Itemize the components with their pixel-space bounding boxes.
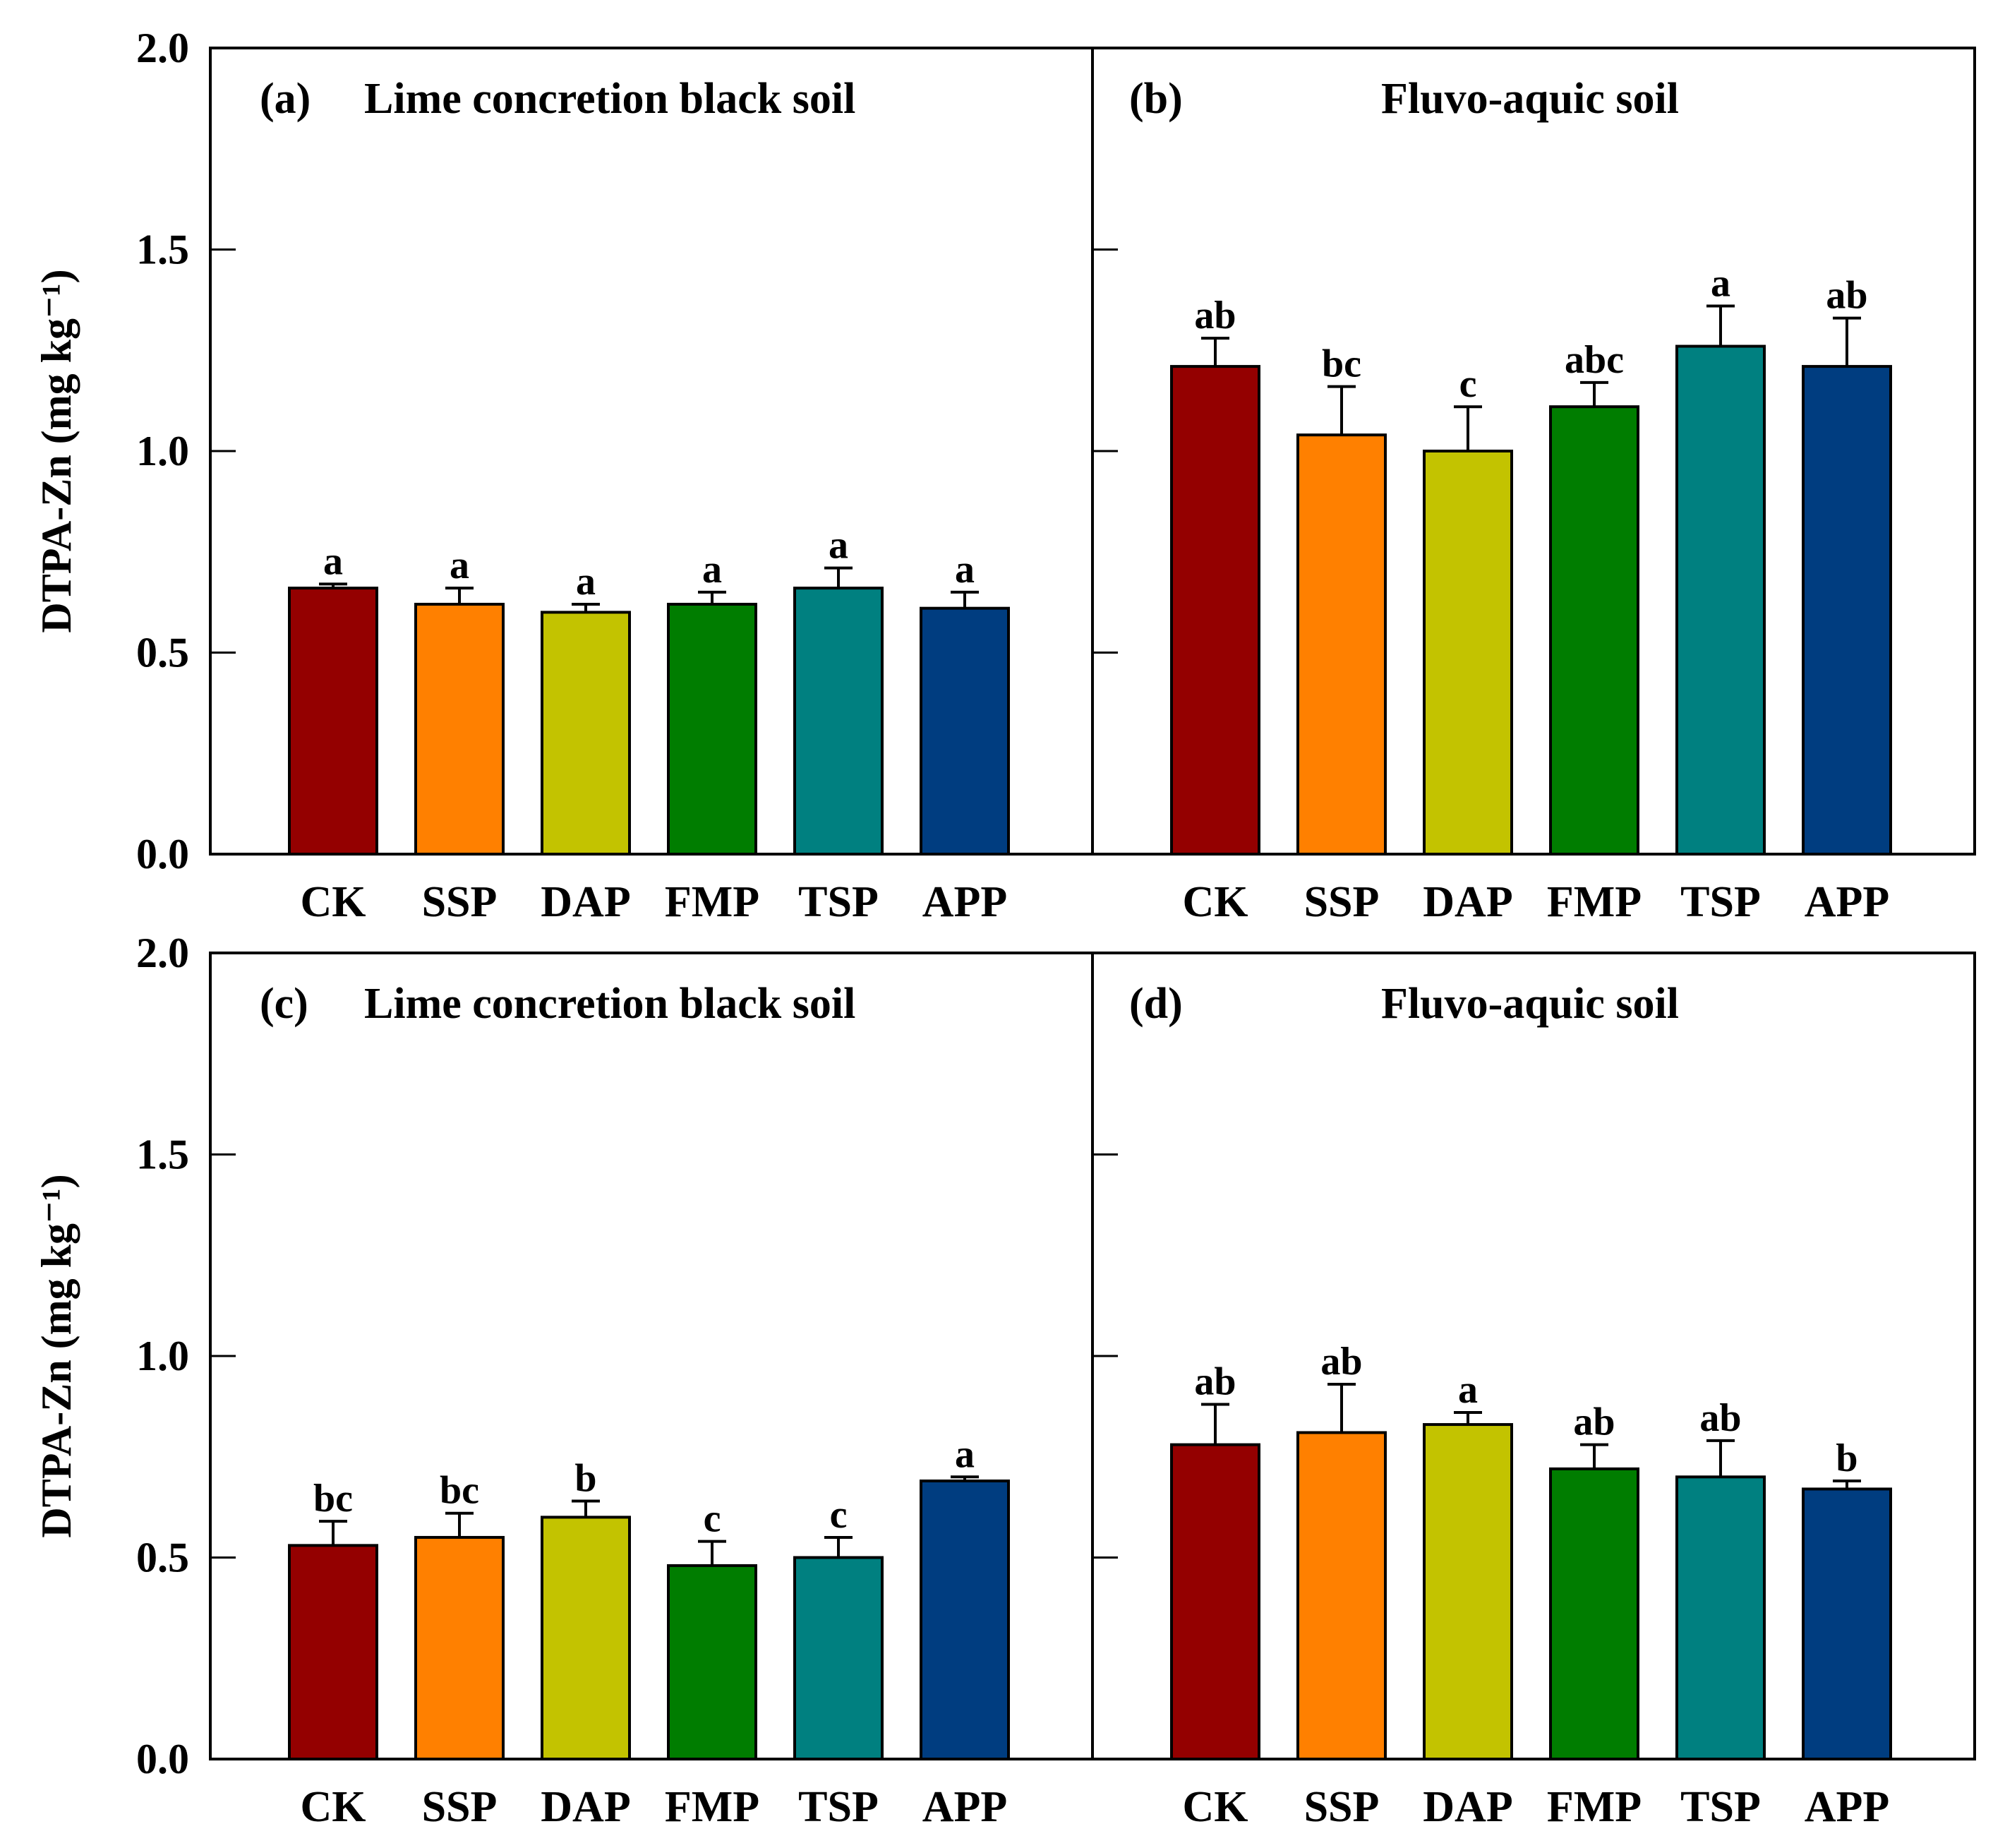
bar-fmp [1549, 405, 1639, 856]
x-tick-label: FMP [1547, 1783, 1642, 1831]
bar-dap [541, 611, 631, 856]
chart-panel-c: 0.0 0.5 1.0 1.5 2.0 bc CK bc SSP b DAP c FMP c TSP a APP… [33, 930, 1094, 1831]
bar-app [920, 1480, 1010, 1760]
bar-tsp [1675, 344, 1766, 856]
panel-letter: (c) [260, 980, 308, 1028]
x-tick-label: APP [922, 878, 1008, 926]
x-tick-label: TSP [798, 1783, 879, 1831]
bar-fmp [667, 1564, 757, 1760]
y-tick-label: 2.0 [136, 930, 189, 976]
x-tick-label: DAP [541, 878, 630, 926]
significance-label: ab [1573, 1400, 1615, 1444]
significance-label: a [702, 548, 722, 592]
significance-label: ab [1320, 1340, 1362, 1384]
bar-tsp [793, 587, 884, 856]
bar-ssp [414, 602, 505, 856]
x-tick-label: DAP [541, 1783, 630, 1831]
y-tick-label: 1.5 [136, 1132, 189, 1178]
significance-label: c [830, 1493, 848, 1537]
y-tick-label: 1.0 [136, 1333, 189, 1379]
x-tick-label: SSP [422, 1783, 498, 1831]
significance-label: b [1836, 1436, 1857, 1480]
x-tick-label: CK [301, 878, 366, 926]
panel-letter: (d) [1129, 980, 1183, 1028]
x-tick-label: CK [301, 1783, 366, 1831]
x-tick-label: APP [1805, 1783, 1890, 1831]
significance-label: a [323, 539, 343, 583]
y-tick-label: 0.5 [136, 630, 189, 676]
significance-label: bc [440, 1469, 479, 1513]
chart-panel-a: 0.0 0.5 1.0 1.5 2.0 a CK a SSP a DAP a FMP a TSP a APP (a… [33, 25, 1094, 926]
x-tick-label: SSP [1304, 1783, 1380, 1831]
bar-app [1802, 365, 1892, 856]
significance-label: c [1459, 362, 1477, 406]
chart-title: Fluvo-aquic soil [1381, 75, 1679, 123]
bar-app [1802, 1487, 1892, 1760]
x-tick-label: TSP [1680, 878, 1761, 926]
y-tick-label: 2.0 [136, 25, 189, 71]
bar-ssp [1296, 433, 1387, 856]
chart-panel-d: ab CK ab SSP a DAP ab FMP ab TSP b APP (d) Fluvo-aqui… [1091, 952, 1976, 1831]
x-tick-label: DAP [1423, 1783, 1512, 1831]
y-axis-label: DTPA-Zn (mg kg⁻¹) [33, 1174, 80, 1537]
x-tick-label: APP [1805, 878, 1890, 926]
bar-tsp [793, 1556, 884, 1760]
significance-label: a [955, 548, 975, 592]
significance-label: ab [1194, 294, 1236, 337]
bar-fmp [667, 602, 757, 856]
y-tick-label: 0.0 [136, 831, 189, 877]
y-tick-label: 0.0 [136, 1736, 189, 1782]
significance-label: a [576, 560, 596, 604]
bar-app [920, 606, 1010, 856]
significance-label: a [1458, 1368, 1478, 1412]
x-tick-label: SSP [422, 878, 498, 926]
bar-ssp [1296, 1431, 1387, 1760]
y-tick-label: 0.5 [136, 1535, 189, 1581]
x-tick-label: SSP [1304, 878, 1380, 926]
significance-label: bc [1322, 342, 1361, 386]
bar-dap [1423, 1423, 1513, 1760]
significance-label: b [574, 1457, 596, 1501]
significance-label: a [829, 524, 848, 568]
y-axis-label: DTPA-Zn (mg kg⁻¹) [33, 269, 80, 632]
bar-ck [288, 1544, 378, 1761]
bar-ck [288, 587, 378, 856]
panel-letter: (a) [260, 75, 311, 123]
significance-label: ab [1826, 274, 1867, 318]
x-tick-label: TSP [798, 878, 879, 926]
x-tick-label: CK [1183, 878, 1248, 926]
x-tick-label: APP [922, 1783, 1008, 1831]
significance-label: c [704, 1497, 721, 1541]
x-tick-label: FMP [665, 1783, 759, 1831]
significance-label: a [450, 544, 469, 587]
chart-title: Lime concretion black soil [364, 980, 855, 1028]
panel-letter: (b) [1129, 75, 1183, 123]
bar-fmp [1549, 1467, 1639, 1760]
significance-label: ab [1699, 1396, 1741, 1440]
bar-ck [1170, 1443, 1260, 1760]
chart-title: Fluvo-aquic soil [1381, 980, 1679, 1028]
significance-label: a [955, 1432, 975, 1476]
significance-label: a [1711, 261, 1730, 305]
chart-title: Lime concretion black soil [364, 75, 855, 123]
y-tick-label: 1.5 [136, 227, 189, 273]
significance-label: ab [1194, 1360, 1236, 1404]
significance-label: abc [1565, 338, 1624, 382]
x-tick-label: FMP [665, 878, 759, 926]
x-tick-label: FMP [1547, 878, 1642, 926]
y-tick-label: 1.0 [136, 428, 189, 474]
significance-label: bc [313, 1477, 353, 1520]
bar-dap [1423, 450, 1513, 856]
x-tick-label: DAP [1423, 878, 1512, 926]
plot-frame [1091, 47, 1976, 856]
plot-frame [1091, 952, 1976, 1760]
bar-ssp [414, 1535, 505, 1760]
bar-tsp [1675, 1475, 1766, 1761]
chart-panel-b: ab CK bc SSP c DAP abc FMP a TSP ab APP (b) Fluvo-aqu… [1091, 47, 1976, 926]
bar-ck [1170, 365, 1260, 856]
x-tick-label: CK [1183, 1783, 1248, 1831]
bar-dap [541, 1516, 631, 1760]
x-tick-label: TSP [1680, 1783, 1761, 1831]
